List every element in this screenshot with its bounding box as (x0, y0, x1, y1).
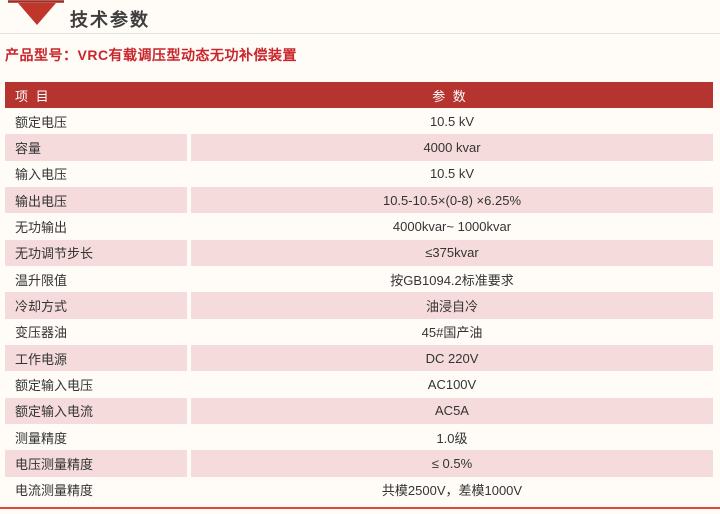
table-cell-value: AC100V (427, 376, 477, 392)
table-row: 额定电压 10.5 kV (5, 108, 713, 134)
table-row: 温升限值 按GB1094.2标准要求 (5, 266, 713, 292)
table-header-row: 项 目 参 数 (5, 82, 713, 108)
table-cell-value: 4000 kvar (191, 134, 713, 161)
table-row: 无功输出 4000kvar~ 1000kvar (5, 213, 713, 239)
table-cell-item: 额定输入电压 (15, 377, 94, 393)
table-cell-item: 电压测量精度 (5, 450, 187, 477)
bottom-divider (0, 507, 720, 509)
table-cell-value: ≤375kvar (191, 239, 713, 266)
table-header-value: 参 数 (432, 88, 468, 104)
table-cell-value: 4000kvar~ 1000kvar (392, 218, 512, 234)
table-cell-item: 输入电压 (15, 167, 68, 183)
table-cell-item: 测量精度 (15, 430, 68, 446)
table-cell-value: 共模2500V，差模1000V (381, 483, 523, 499)
table-cell-item: 额定输入电流 (5, 397, 187, 424)
spec-table: 项 目 参 数 额定电压 10.5 kV 容量 4000 kvar 输入电压 1… (5, 82, 713, 503)
table-cell-item: 输出电压 (5, 186, 187, 214)
table-cell-item: 冷却方式 (5, 292, 187, 319)
table-row: 容量 4000 kvar (5, 134, 713, 161)
table-row: 无功调节步长 ≤375kvar (5, 239, 713, 266)
table-cell-value: 1.0级 (436, 430, 468, 446)
table-cell-item: 容量 (5, 134, 187, 161)
table-cell-item: 电流测量精度 (15, 483, 94, 499)
table-cell-value: AC5A (191, 397, 713, 424)
table-row: 输入电压 10.5 kV (5, 161, 713, 187)
table-row: 输出电压 10.5-10.5×(0-8) ×6.25% (5, 186, 713, 214)
page-title: 技术参数 (70, 10, 150, 30)
table-cell-value: 按GB1094.2标准要求 (390, 272, 514, 288)
table-cell-item: 变压器油 (15, 325, 68, 341)
table-cell-item: 无功调节步长 (5, 239, 187, 266)
table-cell-value: 10.5-10.5×(0-8) ×6.25% (191, 186, 713, 214)
table-row: 测量精度 1.0级 (5, 424, 713, 450)
table-cell-value: 油浸自冷 (191, 292, 713, 319)
table-row: 变压器油 45#国产油 (5, 319, 713, 345)
table-row: 额定输入电压 AC100V (5, 371, 713, 397)
ribbon-triangle-icon (8, 0, 64, 33)
table-cell-item: 工作电源 (5, 344, 187, 372)
table-cell-value: ≤ 0.5% (191, 450, 713, 477)
table-header-item: 项 目 (15, 88, 51, 104)
table-cell-value: 45#国产油 (421, 325, 483, 341)
table-row: 电压测量精度 ≤ 0.5% (5, 450, 713, 477)
table-cell-value: DC 220V (191, 344, 713, 372)
table-row: 冷却方式 油浸自冷 (5, 292, 713, 319)
table-cell-item: 额定电压 (15, 114, 68, 130)
table-row: 工作电源 DC 220V (5, 344, 713, 372)
table-body: 额定电压 10.5 kV 容量 4000 kvar 输入电压 10.5 kV 输… (5, 108, 713, 503)
table-row: 额定输入电流 AC5A (5, 397, 713, 424)
product-model-label: 产品型号：VRC有载调压型动态无功补偿装置 (5, 47, 298, 63)
table-cell-item: 无功输出 (15, 219, 68, 235)
table-cell-value: 10.5 kV (429, 113, 475, 129)
table-cell-value: 10.5 kV (429, 166, 475, 182)
table-cell-item: 温升限值 (15, 272, 68, 288)
section-title-bar: 技术参数 (0, 0, 720, 34)
table-row: 电流测量精度 共模2500V，差模1000V (5, 477, 713, 503)
